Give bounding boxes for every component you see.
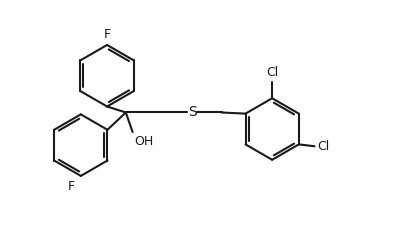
Text: Cl: Cl (266, 66, 278, 80)
Text: Cl: Cl (318, 140, 330, 153)
Text: S: S (188, 106, 197, 120)
Text: OH: OH (135, 135, 154, 148)
Text: F: F (68, 180, 75, 193)
Text: F: F (103, 28, 111, 41)
